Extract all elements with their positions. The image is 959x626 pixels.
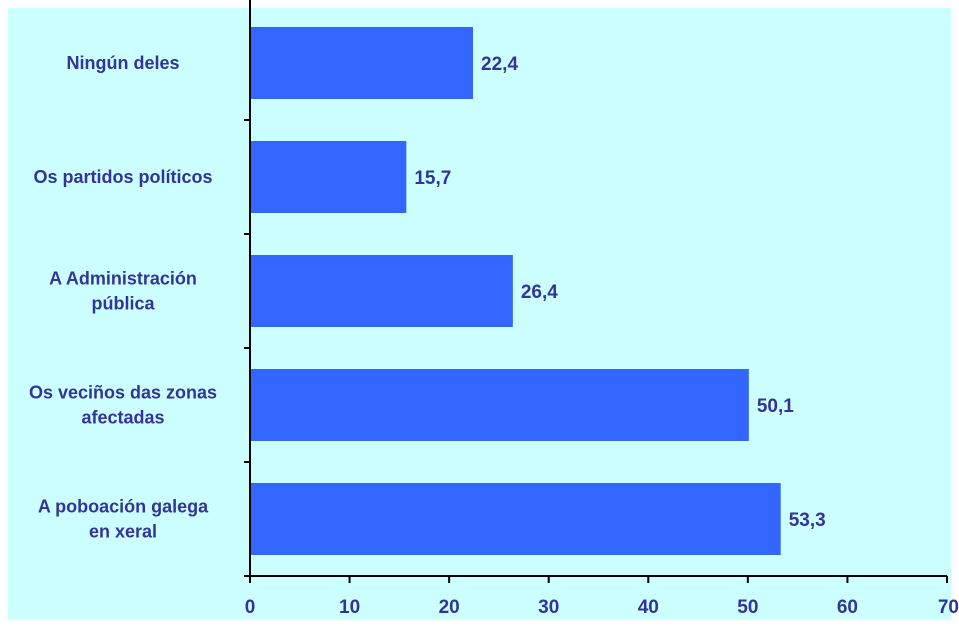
x-tick-label: 30 <box>538 597 559 618</box>
value-label: 50,1 <box>757 396 794 417</box>
bar <box>251 369 749 441</box>
value-label: 15,7 <box>414 168 451 189</box>
axes-group <box>244 0 948 583</box>
category-label: Ningún deles <box>66 53 179 73</box>
x-tick-label: 70 <box>938 597 959 618</box>
x-tick-label: 0 <box>245 597 256 618</box>
x-tick-label: 60 <box>837 597 858 618</box>
bar <box>251 141 407 213</box>
bars-group <box>251 27 781 555</box>
category-labels-group: Ningún deles Os partidos políticos A Admin… <box>29 53 217 542</box>
bar <box>251 27 474 99</box>
bar <box>251 483 781 555</box>
x-tick-labels-group: 0 10 20 30 40 50 60 70 <box>245 597 959 618</box>
value-labels-group: 22,4 15,7 26,4 50,1 53,3 <box>414 54 825 531</box>
x-tick-label: 50 <box>737 597 758 618</box>
value-label: 22,4 <box>481 54 518 75</box>
x-tick-label: 20 <box>439 597 460 618</box>
x-tick-label: 10 <box>339 597 360 618</box>
bar <box>251 255 513 327</box>
category-label: A poboación galega en xeral <box>38 497 209 542</box>
category-label: Os veciños das zonas afectadas <box>29 383 217 428</box>
category-label: A Administración pública <box>49 269 197 314</box>
value-label: 26,4 <box>521 282 558 303</box>
x-tick-label: 40 <box>638 597 659 618</box>
category-label: Os partidos políticos <box>33 167 212 187</box>
value-label: 53,3 <box>789 510 826 531</box>
